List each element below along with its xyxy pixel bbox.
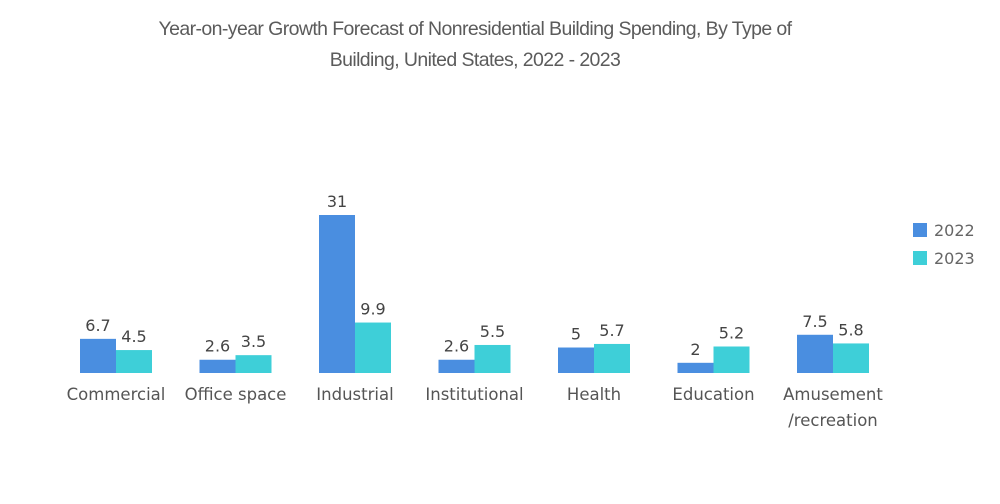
- bar-2023-education: [713, 346, 750, 373]
- legend: 2022 2023: [913, 221, 975, 268]
- bars-layer: [80, 215, 869, 373]
- x-tick-label: Health: [567, 385, 621, 404]
- chart-title: Year-on-year Growth Forecast of Nonresid…: [0, 14, 950, 76]
- bar-2022-office-space: [199, 359, 236, 373]
- legend-label-2023: 2023: [934, 249, 975, 268]
- value-label: 7.5: [802, 312, 827, 331]
- x-tick-label: Amusement: [783, 385, 883, 404]
- value-label: 5.2: [719, 323, 744, 342]
- bar-2022-education: [677, 362, 714, 373]
- bar-2022-commercial: [80, 338, 116, 373]
- value-label: 2: [690, 340, 700, 359]
- value-label: 5.7: [599, 321, 624, 340]
- bar-2023-industrial: [355, 322, 391, 373]
- bar-2022-industrial: [319, 215, 355, 373]
- bar-2023-health: [594, 343, 630, 373]
- chart-title-line-2: Building, United States, 2022 - 2023: [329, 49, 621, 71]
- x-tick-label: /recreation: [788, 411, 878, 430]
- chart-title-line-1: Year-on-year Growth Forecast of Nonresid…: [158, 18, 793, 40]
- value-label: 2.6: [444, 337, 469, 356]
- x-axis-labels: Commercial Office space Industrial Institut…: [67, 385, 884, 430]
- x-tick-label: Institutional: [425, 385, 523, 404]
- value-labels-layer: 6.7 4.5 2.6 3.5 31 9.9 2.6 5.5 5 5.7 2 5.2 7.5 5.8: [85, 192, 863, 359]
- value-label: 2.6: [205, 337, 230, 356]
- x-tick-label: Office space: [185, 385, 287, 404]
- x-tick-label: Industrial: [316, 385, 393, 404]
- bar-2023-office-space: [235, 355, 272, 373]
- bar-2023-institutional: [474, 344, 511, 373]
- value-label: 5.8: [838, 320, 863, 339]
- legend-label-2022: 2022: [934, 221, 975, 240]
- value-label: 3.5: [241, 332, 266, 351]
- value-label: 4.5: [121, 327, 146, 346]
- bar-2023-amusement-recreation: [833, 343, 869, 373]
- value-label: 31: [327, 192, 347, 211]
- bar-2022-health: [558, 347, 594, 373]
- x-tick-label: Commercial: [67, 385, 166, 404]
- legend-swatch-2023: [913, 251, 927, 265]
- value-label: 6.7: [85, 316, 110, 335]
- x-tick-label: Education: [672, 385, 754, 404]
- bar-2022-amusement-recreation: [797, 334, 833, 373]
- legend-swatch-2022: [913, 223, 927, 237]
- value-label: 9.9: [360, 300, 385, 319]
- bar-2023-commercial: [116, 350, 152, 373]
- bar-2022-institutional: [438, 359, 475, 373]
- value-label: 5.5: [480, 322, 505, 341]
- value-label: 5: [571, 325, 581, 344]
